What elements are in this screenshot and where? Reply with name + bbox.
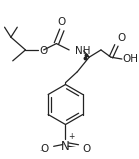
- Text: O: O: [58, 17, 66, 27]
- Text: +: +: [68, 132, 74, 141]
- Text: OH: OH: [123, 54, 139, 64]
- Text: O: O: [83, 144, 91, 154]
- Text: NH: NH: [75, 46, 90, 56]
- Text: O: O: [117, 33, 126, 43]
- Text: O: O: [39, 46, 47, 56]
- Text: ⁻: ⁻: [39, 148, 44, 157]
- Text: O: O: [41, 144, 49, 154]
- Text: N: N: [61, 140, 70, 153]
